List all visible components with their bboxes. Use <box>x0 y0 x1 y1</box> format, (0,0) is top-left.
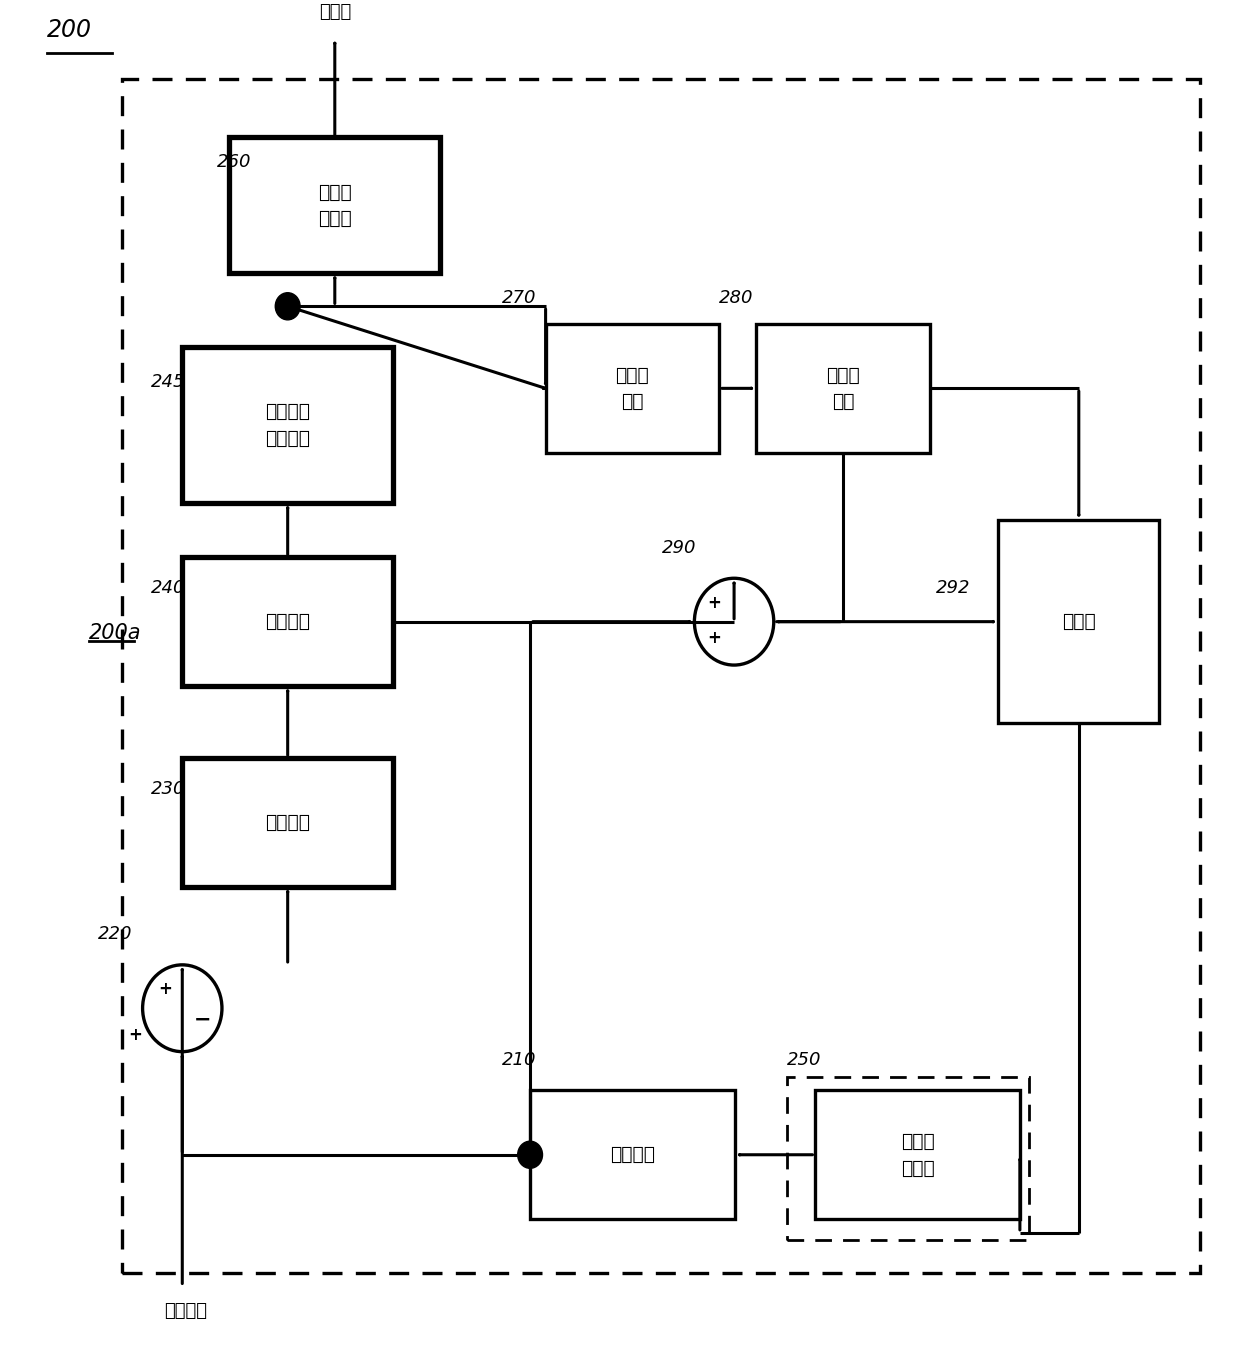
Text: 逆量化
单元: 逆量化 单元 <box>615 366 650 411</box>
Text: 270: 270 <box>502 289 537 307</box>
Bar <box>182 758 393 887</box>
Bar <box>122 79 1200 1272</box>
Text: 245: 245 <box>151 373 186 390</box>
Text: 280: 280 <box>719 289 754 307</box>
Bar <box>787 1077 1029 1241</box>
Text: 220: 220 <box>98 925 133 943</box>
Text: 逆变换
单元: 逆变换 单元 <box>826 366 861 411</box>
Text: 230: 230 <box>151 779 186 799</box>
Text: 量化系数
调整单元: 量化系数 调整单元 <box>265 403 310 448</box>
Bar <box>531 1091 734 1219</box>
Text: +: + <box>157 980 172 998</box>
Text: 预测单元: 预测单元 <box>610 1145 655 1164</box>
Text: 210: 210 <box>502 1051 537 1069</box>
Text: 250: 250 <box>787 1051 822 1069</box>
Bar <box>816 1091 1019 1219</box>
Bar <box>546 324 719 453</box>
Text: +: + <box>707 629 722 647</box>
Text: 比特流
生成器: 比特流 生成器 <box>317 183 352 228</box>
Bar <box>229 138 440 273</box>
Text: 240: 240 <box>151 579 186 598</box>
Text: 200: 200 <box>47 19 92 42</box>
Circle shape <box>143 965 222 1051</box>
Text: +: + <box>128 1026 143 1044</box>
Text: −: − <box>193 1009 211 1029</box>
Text: 输入图像: 输入图像 <box>165 1302 207 1320</box>
Bar <box>182 347 393 502</box>
Bar <box>182 557 393 687</box>
Text: 量化单元: 量化单元 <box>265 612 310 631</box>
Text: 存储器: 存储器 <box>1061 612 1096 631</box>
Circle shape <box>518 1141 543 1168</box>
Text: 比特流: 比特流 <box>319 3 351 20</box>
Text: 偏移量
计算器: 偏移量 计算器 <box>900 1132 935 1178</box>
Bar <box>756 324 930 453</box>
Text: 260: 260 <box>217 153 252 172</box>
Circle shape <box>694 579 774 665</box>
Text: 变换单元: 变换单元 <box>265 814 310 831</box>
Bar <box>998 520 1159 723</box>
Text: 290: 290 <box>662 539 697 557</box>
Circle shape <box>275 292 300 319</box>
Text: 292: 292 <box>936 579 971 598</box>
Text: +: + <box>707 594 722 612</box>
Text: 200a: 200a <box>89 622 141 643</box>
